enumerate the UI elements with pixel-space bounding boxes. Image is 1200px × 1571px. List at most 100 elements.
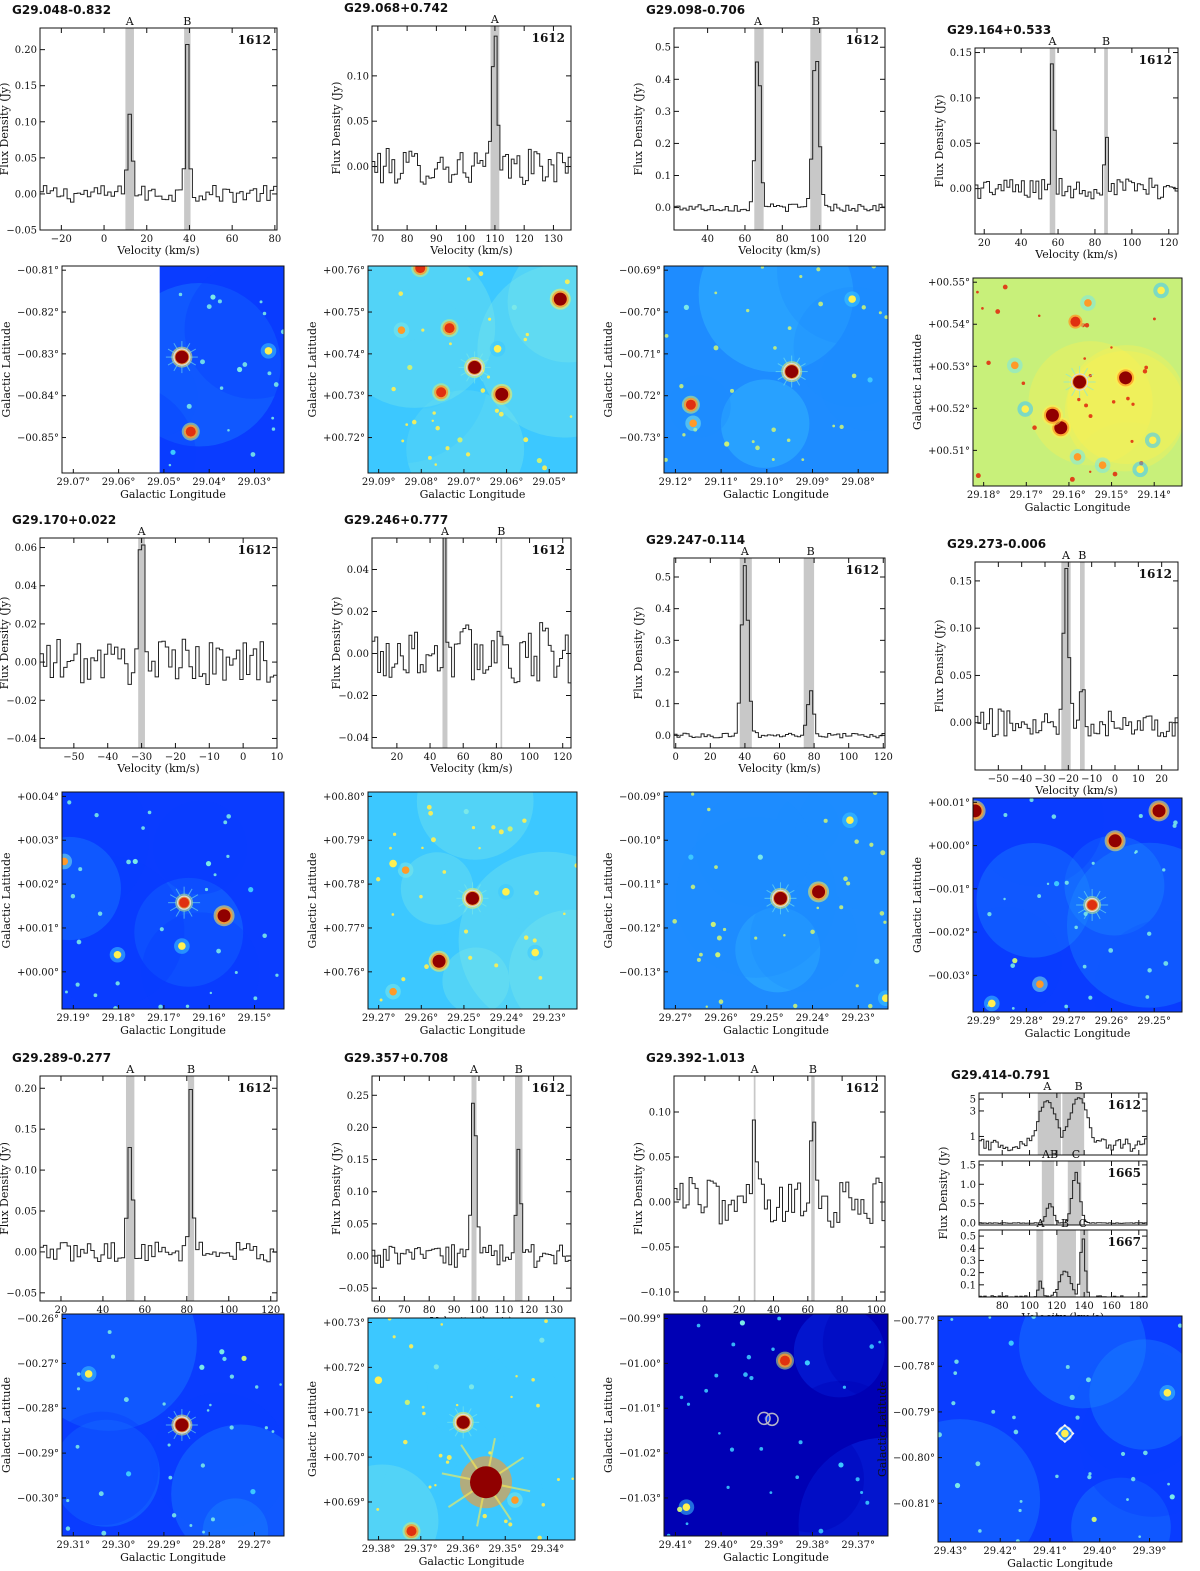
peak-label-A: A — [440, 525, 450, 538]
background-star — [664, 334, 669, 338]
background-star — [1032, 425, 1037, 430]
y-tick-label: 0.05 — [649, 1153, 671, 1164]
y-tick-label: −00.81° — [893, 1499, 935, 1510]
x-axis-label: Galactic Longitude — [723, 1551, 829, 1564]
background-star — [1087, 1475, 1092, 1480]
x-tick-label: 80 — [268, 234, 281, 245]
field-source — [984, 995, 1000, 1012]
y-tick-label: +00.73° — [323, 1318, 365, 1329]
source-title: G29.246+0.777 — [344, 513, 448, 527]
y-tick-label: 0.05 — [950, 139, 972, 150]
position-marker — [1085, 897, 1100, 913]
spectrum-s12c: 801001201401601800.10.20.30.40.5ABC1667V… — [960, 1217, 1148, 1324]
x-tick-label: 29.06° — [102, 477, 136, 488]
x-tick-label: 29.38° — [362, 1544, 396, 1555]
map-m12: 29.43° 29.42° 29.41° 29.40° 29.39° −00.77° −00… — [876, 1315, 1183, 1570]
background-star — [403, 1439, 408, 1445]
x-axis-label: Galactic Longitude — [723, 488, 829, 501]
background-star — [988, 1316, 992, 1319]
source-title: G29.164+0.533 — [947, 23, 1051, 37]
background-star — [1018, 1508, 1022, 1513]
y-tick-label: 0.10 — [347, 71, 369, 82]
peak-label-A: A — [753, 15, 763, 28]
field-source — [1159, 1385, 1176, 1401]
background-star — [714, 865, 718, 869]
y-tick-label: +00.54° — [928, 320, 970, 331]
background-star — [795, 1475, 800, 1480]
background-star — [75, 1444, 80, 1449]
x-tick-label: 29.28° — [192, 1540, 226, 1551]
target-source — [165, 1409, 198, 1441]
y-tick-label: 0.00 — [15, 1247, 37, 1258]
background-star — [1074, 925, 1078, 930]
background-star — [217, 299, 222, 304]
y-tick-label: 0.04 — [15, 581, 37, 592]
y-axis-label: Galactic Latitude — [911, 334, 924, 430]
transition-label: 1612 — [238, 543, 271, 557]
x-tick-label: 10 — [271, 752, 284, 763]
axes-frame — [974, 47, 1179, 235]
background-star — [427, 455, 432, 460]
diffuse-emission — [368, 1351, 428, 1432]
background-star — [704, 1388, 709, 1393]
field-source — [549, 288, 571, 310]
x-tick-label: −20 — [1058, 774, 1079, 785]
x-tick-label: 80 — [996, 1301, 1009, 1312]
spectrum-s1: −20 0 20 40 60 80 −0.05 0.00 0.05 0.10 0.15 0.20 A B 1… — [0, 3, 281, 257]
background-star — [431, 419, 434, 423]
background-star — [522, 818, 527, 823]
y-tick-label: +00.78° — [323, 880, 365, 891]
background-star — [168, 1475, 173, 1480]
y-tick-label: 0.10 — [950, 624, 972, 635]
y-tick-label: +00.69° — [323, 1497, 365, 1508]
background-star — [1077, 397, 1081, 402]
x-tick-label: 29.26° — [1095, 1016, 1129, 1027]
background-star — [468, 955, 473, 960]
background-star — [504, 1519, 508, 1524]
target-source — [456, 882, 489, 915]
background-star — [478, 846, 481, 850]
y-tick-label: +00.74° — [323, 349, 365, 360]
field-source — [463, 808, 469, 815]
y-tick-label: +00.70° — [323, 1453, 365, 1464]
diffuse-emission — [458, 851, 577, 1009]
background-star — [206, 1409, 210, 1412]
field-source — [1041, 404, 1063, 426]
background-star — [424, 964, 429, 970]
background-star — [954, 1359, 959, 1364]
y-tick-label: +00.03° — [17, 836, 59, 847]
spectrum-s12a: 1 35 A B 1612 G29.414-0.791 — [951, 1068, 1148, 1156]
background-star — [1051, 814, 1057, 819]
field-source — [181, 422, 200, 441]
background-star — [759, 1447, 764, 1451]
field-source — [170, 449, 176, 455]
spectrum-line — [40, 544, 277, 685]
x-tick-label: 120 — [874, 752, 893, 763]
x-tick-label: 29.09° — [796, 477, 830, 488]
x-tick-label: 29.27° — [659, 1013, 693, 1024]
background-star — [101, 1530, 107, 1536]
field-source — [710, 921, 716, 927]
background-star — [147, 810, 152, 815]
x-tick-label: 70 — [398, 1305, 411, 1316]
peak-label-A: A — [137, 525, 147, 538]
field-source — [683, 304, 690, 310]
transition-label: 1612 — [532, 543, 565, 557]
background-star — [538, 975, 543, 980]
velocity-band-A — [138, 538, 145, 748]
field-source — [867, 377, 873, 383]
x-tick-label: 0 — [1112, 774, 1118, 785]
field-source — [1104, 830, 1126, 852]
background-star — [1177, 1323, 1182, 1328]
peak-label-A: A — [740, 545, 750, 558]
y-tick-label: −0.04 — [6, 734, 37, 745]
background-star — [843, 876, 848, 882]
diffuse-emission — [416, 792, 534, 860]
diffuse-emission — [1093, 919, 1182, 1012]
source-title: G29.068+0.742 — [344, 1, 448, 15]
field-source — [715, 952, 721, 958]
x-tick-label: 29.04° — [192, 477, 226, 488]
field-source — [877, 990, 888, 1006]
diffuse-emission — [675, 817, 837, 978]
x-tick-label: 29.30° — [102, 1540, 136, 1551]
